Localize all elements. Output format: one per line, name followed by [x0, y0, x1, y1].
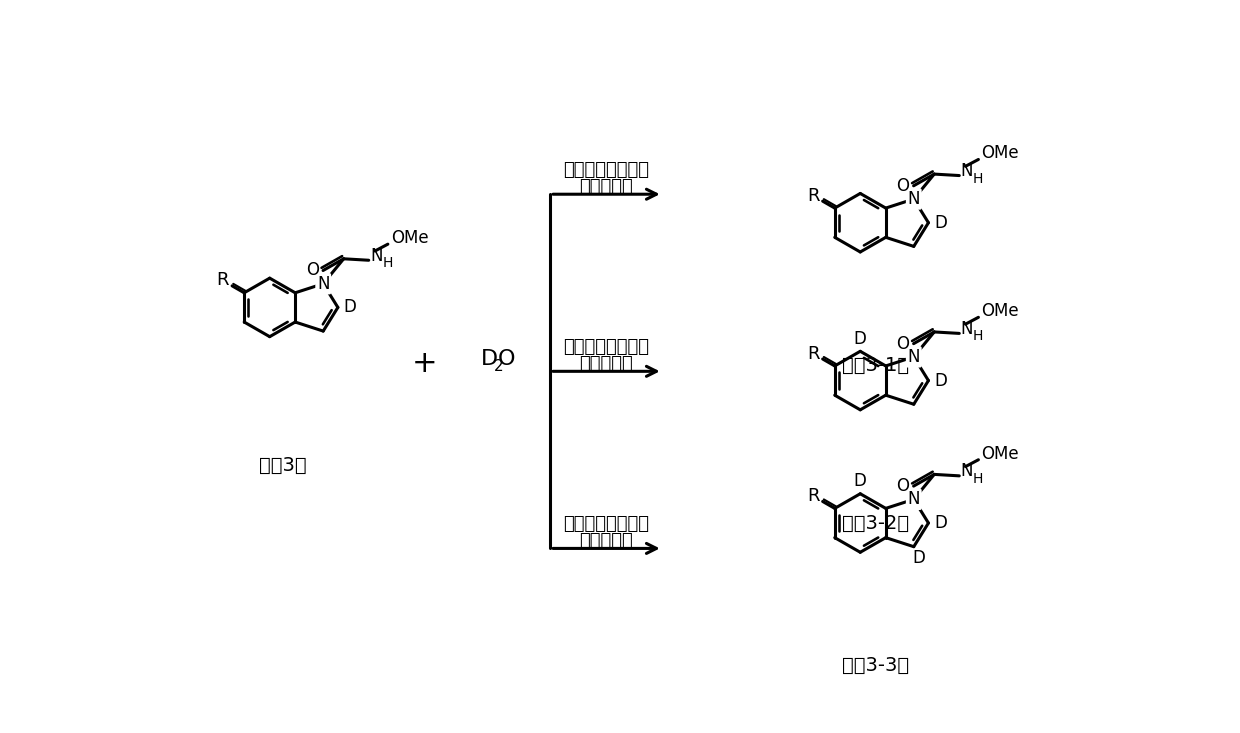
Text: D: D — [935, 214, 947, 232]
Text: N: N — [961, 320, 973, 338]
Text: OMe: OMe — [981, 302, 1019, 320]
Text: N: N — [961, 162, 973, 180]
Text: 催化剂，碱，溶剂: 催化剂，碱，溶剂 — [563, 161, 650, 179]
Text: 式（3）: 式（3） — [259, 456, 306, 475]
Text: H: H — [972, 472, 983, 486]
Text: 温度，时间: 温度，时间 — [579, 177, 634, 196]
Text: H: H — [382, 257, 393, 270]
Text: OMe: OMe — [981, 445, 1019, 463]
Text: D: D — [911, 549, 925, 567]
Text: 式（3-2）: 式（3-2） — [842, 514, 909, 532]
Text: O: O — [897, 477, 909, 495]
Text: 2: 2 — [495, 359, 503, 375]
Text: N: N — [961, 463, 973, 480]
Text: 式（3-3）: 式（3-3） — [842, 656, 909, 675]
Text: 催化剂，碱，溶剂: 催化剂，碱，溶剂 — [563, 338, 650, 356]
Text: OMe: OMe — [391, 229, 428, 247]
Text: O: O — [897, 177, 909, 195]
Text: D: D — [935, 372, 947, 389]
Text: D: D — [481, 349, 498, 369]
Text: R: R — [807, 487, 820, 505]
Text: +: + — [412, 349, 438, 378]
Text: N: N — [908, 490, 920, 509]
Text: O: O — [306, 262, 319, 279]
Text: 催化剂，碱，溶剂: 催化剂，碱，溶剂 — [563, 515, 650, 533]
Text: OMe: OMe — [981, 144, 1019, 162]
Text: O: O — [498, 349, 516, 369]
Text: D: D — [854, 473, 867, 490]
Text: N: N — [908, 348, 920, 366]
Text: N: N — [317, 275, 330, 292]
Text: N: N — [908, 190, 920, 208]
Text: D: D — [343, 298, 357, 317]
Text: R: R — [807, 345, 820, 363]
Text: N: N — [371, 246, 383, 265]
Text: R: R — [217, 271, 229, 290]
Text: 式（3-1）: 式（3-1） — [842, 356, 909, 375]
Text: H: H — [972, 330, 983, 344]
Text: R: R — [807, 187, 820, 205]
Text: D: D — [854, 330, 867, 348]
Text: O: O — [897, 335, 909, 353]
Text: H: H — [972, 172, 983, 185]
Text: 温度，时间: 温度，时间 — [579, 531, 634, 550]
Text: D: D — [935, 514, 947, 532]
Text: 温度，时间: 温度，时间 — [579, 355, 634, 372]
